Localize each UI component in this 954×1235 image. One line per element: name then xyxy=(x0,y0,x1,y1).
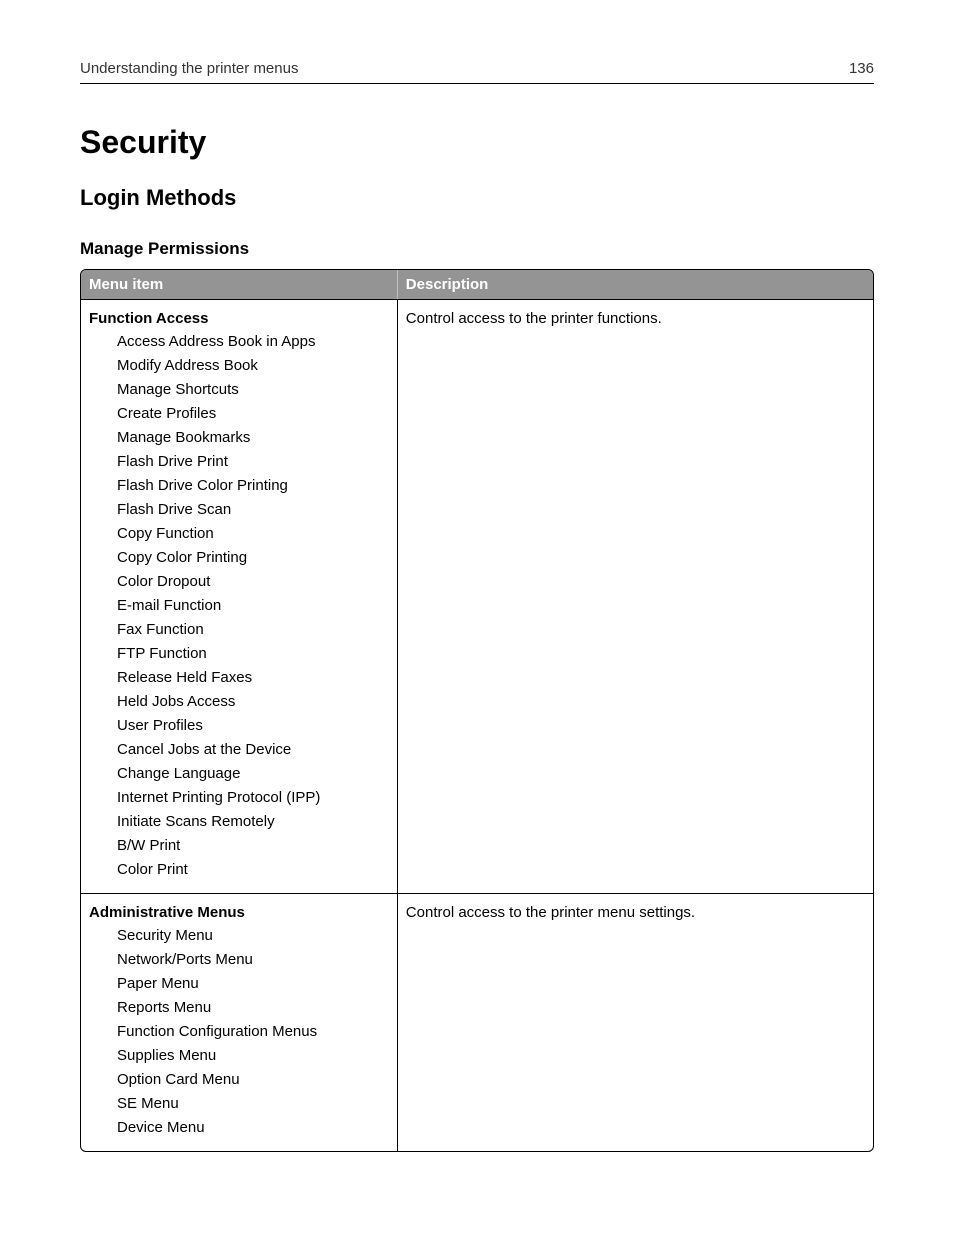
document-page: Understanding the printer menus 136 Secu… xyxy=(0,0,954,1235)
menu-item: Create Profiles xyxy=(117,403,389,424)
running-header: Understanding the printer menus 136 xyxy=(80,60,874,84)
col-header-menu-item: Menu item xyxy=(81,270,398,299)
menu-item: Initiate Scans Remotely xyxy=(117,811,389,832)
menu-item: Flash Drive Print xyxy=(117,451,389,472)
menu-group-items: Access Address Book in Apps Modify Addres… xyxy=(89,331,389,880)
menu-item-cell: Function Access Access Address Book in Ap… xyxy=(81,299,398,893)
description-cell: Control access to the printer functions. xyxy=(398,299,873,893)
menu-item: Supplies Menu xyxy=(117,1045,389,1066)
menu-item: Access Address Book in Apps xyxy=(117,331,389,352)
menu-item: SE Menu xyxy=(117,1093,389,1114)
menu-item: Copy Color Printing xyxy=(117,547,389,568)
menu-item: Copy Function xyxy=(117,523,389,544)
table-row: Function Access Access Address Book in Ap… xyxy=(81,299,873,893)
table-row: Administrative Menus Security Menu Network… xyxy=(81,893,873,1151)
menu-item: E-mail Function xyxy=(117,595,389,616)
menu-item: Change Language xyxy=(117,763,389,784)
menu-item: Manage Bookmarks xyxy=(117,427,389,448)
menu-item: Held Jobs Access xyxy=(117,691,389,712)
menu-item: Cancel Jobs at the Device xyxy=(117,739,389,760)
menu-item: FTP Function xyxy=(117,643,389,664)
menu-item: B/W Print xyxy=(117,835,389,856)
menu-item: Flash Drive Scan xyxy=(117,499,389,520)
subsubsection-title: Manage Permissions xyxy=(80,239,874,259)
section-title: Security xyxy=(80,124,874,161)
menu-item: Internet Printing Protocol (IPP) xyxy=(117,787,389,808)
menu-item: Function Configuration Menus xyxy=(117,1021,389,1042)
permissions-table: Menu item Description Function Access Acc… xyxy=(80,269,874,1152)
menu-item: Option Card Menu xyxy=(117,1069,389,1090)
menu-item: Paper Menu xyxy=(117,973,389,994)
menu-item: Manage Shortcuts xyxy=(117,379,389,400)
menu-item: Color Dropout xyxy=(117,571,389,592)
menu-item: User Profiles xyxy=(117,715,389,736)
chapter-title: Understanding the printer menus xyxy=(80,60,298,77)
menu-item: Fax Function xyxy=(117,619,389,640)
col-header-description: Description xyxy=(398,270,873,299)
menu-item: Release Held Faxes xyxy=(117,667,389,688)
table-header-row: Menu item Description xyxy=(81,270,873,299)
menu-item: Network/Ports Menu xyxy=(117,949,389,970)
menu-item: Device Menu xyxy=(117,1117,389,1138)
page-number: 136 xyxy=(849,60,874,77)
menu-item-cell: Administrative Menus Security Menu Network… xyxy=(81,893,398,1151)
menu-item: Color Print xyxy=(117,859,389,880)
menu-item: Modify Address Book xyxy=(117,355,389,376)
subsection-title: Login Methods xyxy=(80,185,874,211)
table-body: Function Access Access Address Book in Ap… xyxy=(81,299,873,1151)
menu-item: Flash Drive Color Printing xyxy=(117,475,389,496)
menu-item: Reports Menu xyxy=(117,997,389,1018)
menu-group-items: Security Menu Network/Ports Menu Paper Men… xyxy=(89,925,389,1138)
description-cell: Control access to the printer menu setti… xyxy=(398,893,873,1151)
menu-group-title: Function Access xyxy=(89,310,389,327)
menu-group-title: Administrative Menus xyxy=(89,904,389,921)
menu-item: Security Menu xyxy=(117,925,389,946)
